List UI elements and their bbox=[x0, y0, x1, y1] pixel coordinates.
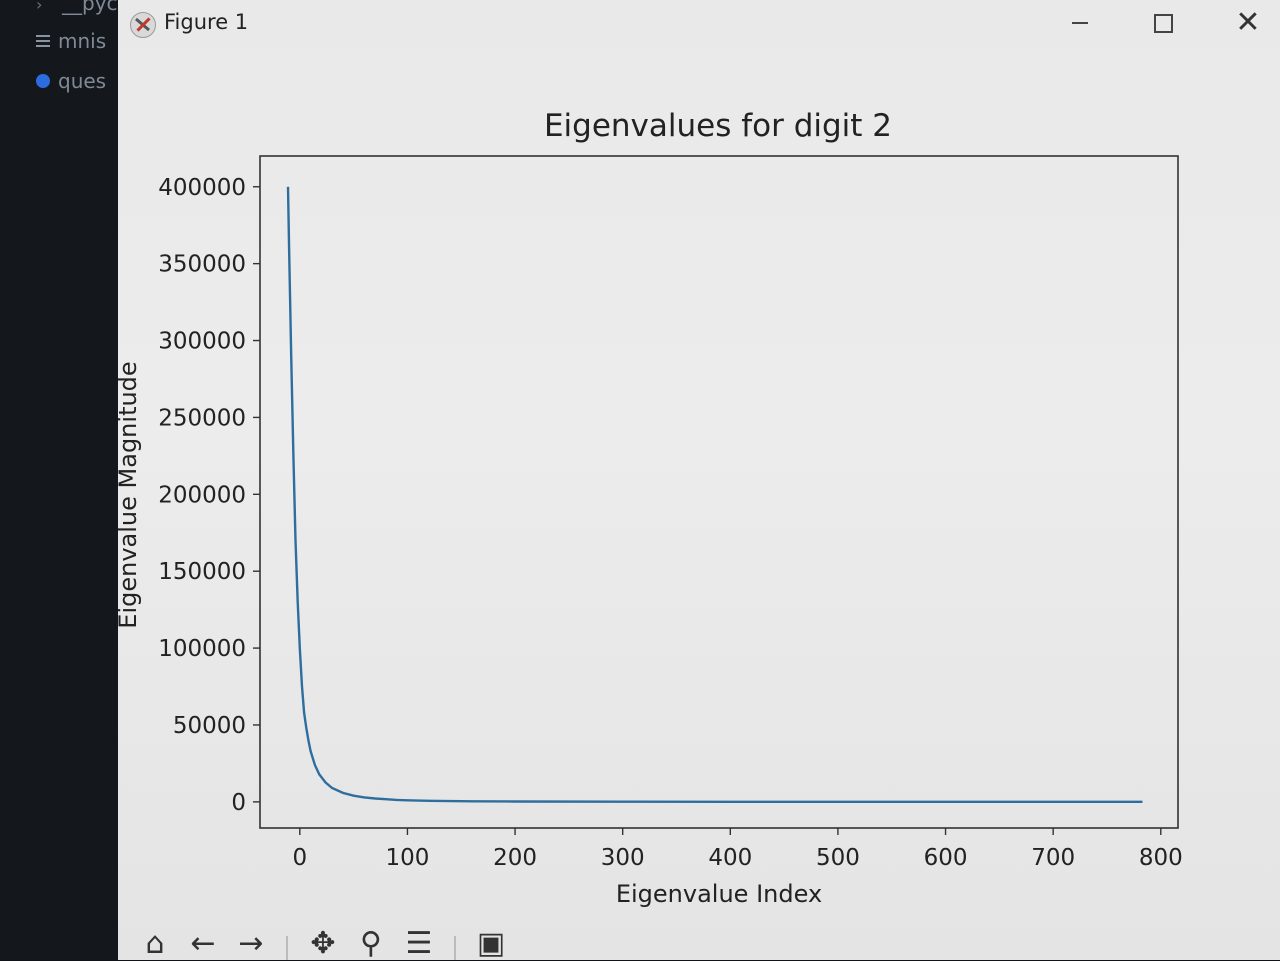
text-file-icon bbox=[36, 35, 50, 47]
y-tick-label: 300000 bbox=[158, 329, 246, 355]
figure-window: Figure 1 ✕ bbox=[118, 0, 1280, 960]
chevron-icon: › bbox=[36, 0, 43, 14]
forward-icon[interactable]: → bbox=[238, 926, 264, 961]
y-tick-label: 150000 bbox=[158, 559, 246, 585]
figure-toolbar: ⌂ ← → ✥ ⚲ ☰ ▣ bbox=[138, 928, 508, 960]
x-tick-label: 500 bbox=[816, 845, 860, 871]
file-label: mnis bbox=[58, 29, 107, 53]
y-tick-label: 0 bbox=[231, 790, 246, 816]
file-item[interactable]: ques bbox=[36, 66, 106, 96]
series-line bbox=[286, 186, 1143, 803]
back-icon[interactable]: ← bbox=[190, 926, 216, 961]
pan-icon[interactable]: ✥ bbox=[310, 926, 336, 961]
y-axis-label: Eigenvalue Magnitude bbox=[118, 361, 142, 628]
y-axis: 0 50000 100000 150000 200000 250000 300000 3500… bbox=[158, 175, 260, 816]
maximize-button[interactable] bbox=[1140, 6, 1184, 42]
x-tick-label: 300 bbox=[601, 845, 645, 871]
x-tick-label: 100 bbox=[385, 845, 429, 871]
file-label: __pyc bbox=[62, 0, 118, 15]
chart-canvas: Eigenvalues for digit 2 0 50000 100000 1500… bbox=[118, 108, 1183, 908]
y-tick-label: 250000 bbox=[158, 405, 246, 431]
x-tick-label: 200 bbox=[493, 845, 537, 871]
y-tick-label: 50000 bbox=[173, 713, 246, 739]
x-tick-label: 0 bbox=[292, 845, 307, 871]
x-axis-label: Eigenvalue Index bbox=[616, 880, 822, 908]
chart-title: Eigenvalues for digit 2 bbox=[544, 108, 892, 144]
x-axis: 0 100 200 300 400 500 600 700 800 bbox=[292, 828, 1183, 871]
save-icon[interactable]: ▣ bbox=[476, 926, 506, 961]
y-tick-label: 400000 bbox=[158, 175, 246, 201]
home-icon[interactable]: ⌂ bbox=[145, 926, 165, 961]
x-tick-label: 600 bbox=[924, 845, 968, 871]
app-icon bbox=[130, 12, 156, 38]
file-item[interactable]: mnis bbox=[36, 26, 106, 56]
x-tick-label: 800 bbox=[1139, 845, 1183, 871]
configure-subplots-icon[interactable]: ☰ bbox=[405, 926, 433, 961]
file-label: ques bbox=[58, 69, 107, 93]
toolbar-separator bbox=[286, 936, 288, 960]
x-tick-label: 400 bbox=[708, 845, 752, 871]
zoom-icon[interactable]: ⚲ bbox=[360, 926, 382, 961]
title-bar: Figure 1 ✕ bbox=[118, 0, 1280, 50]
x-tick-label: 700 bbox=[1031, 845, 1075, 871]
y-tick-label: 200000 bbox=[158, 482, 246, 508]
file-item[interactable]: › __pyc bbox=[36, 0, 118, 18]
close-button[interactable]: ✕ bbox=[1235, 5, 1261, 40]
y-tick-label: 350000 bbox=[158, 252, 246, 278]
y-tick-label: 100000 bbox=[158, 636, 246, 662]
editor-sidebar: › __pyc mnis ques bbox=[0, 0, 118, 960]
minimize-button[interactable] bbox=[1058, 6, 1102, 42]
python-file-icon bbox=[36, 74, 50, 88]
window-title: Figure 1 bbox=[164, 10, 249, 34]
toolbar-separator bbox=[454, 936, 456, 960]
axes-frame bbox=[259, 155, 1179, 829]
